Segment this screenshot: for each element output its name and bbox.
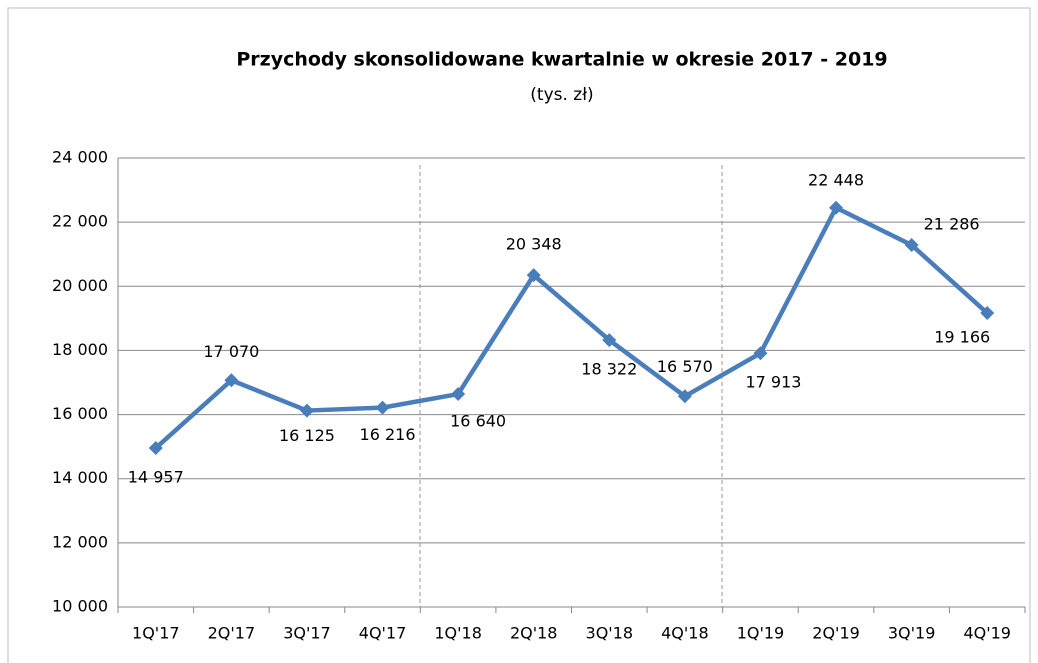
chart-subtitle: (tys. zł) [530, 85, 593, 105]
marker [904, 238, 919, 253]
y-tick-label: 10 000 [52, 597, 108, 616]
data-label: 22 448 [808, 170, 864, 189]
chart-frame [7, 7, 1031, 663]
y-tick-label: 22 000 [52, 212, 108, 231]
y-tick-label: 18 000 [52, 340, 108, 359]
marker [602, 333, 617, 348]
data-label: 20 348 [506, 235, 562, 254]
x-tick-label: 3Q'17 [283, 624, 331, 643]
marker [980, 306, 995, 321]
marker [375, 400, 390, 415]
x-tick-label: 2Q'18 [510, 624, 558, 643]
marker [829, 200, 844, 215]
x-tick-label: 3Q'18 [586, 624, 634, 643]
x-tick-label: 1Q'17 [132, 624, 180, 643]
chart-title: Przychody skonsolidowane kwartalnie w ok… [236, 49, 887, 71]
marker [299, 403, 314, 418]
x-tick-label: 4Q'19 [963, 624, 1011, 643]
data-label: 16 640 [450, 412, 506, 431]
marker [451, 387, 466, 402]
data-label: 16 125 [279, 426, 335, 445]
marker [753, 346, 768, 361]
marker [677, 389, 692, 404]
x-tick-label: 1Q'18 [434, 624, 482, 643]
data-label: 14 957 [128, 468, 184, 487]
y-tick-label: 12 000 [52, 532, 108, 551]
x-tick-label: 3Q'19 [888, 624, 936, 643]
marker [148, 441, 163, 456]
data-label: 21 286 [924, 215, 980, 234]
line [154, 205, 989, 450]
y-tick-label: 20 000 [52, 276, 108, 295]
data-label: 19 166 [934, 328, 990, 347]
data-label: 17 070 [203, 342, 259, 361]
data-label: 17 913 [745, 373, 801, 392]
y-tick-label: 16 000 [52, 404, 108, 423]
x-tick-label: 2Q'19 [812, 624, 860, 643]
x-tick-label: 4Q'18 [661, 624, 709, 643]
x-tick-label: 4Q'17 [359, 624, 407, 643]
marker [526, 268, 541, 283]
data-label: 18 322 [581, 360, 637, 379]
marker [224, 373, 239, 388]
y-tick-label: 14 000 [52, 468, 108, 487]
x-tick-label: 1Q'19 [737, 624, 785, 643]
x-tick-label: 2Q'17 [208, 624, 256, 643]
y-tick-label: 24 000 [52, 148, 108, 167]
data-label: 16 216 [360, 425, 416, 444]
data-label: 16 570 [657, 357, 713, 376]
